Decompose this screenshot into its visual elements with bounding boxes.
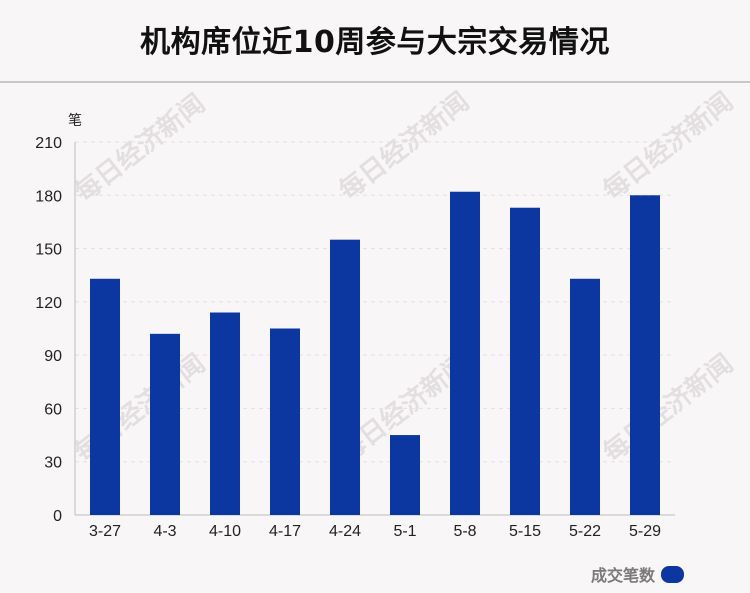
- x-tick-label: 4-10: [209, 523, 241, 540]
- legend-swatch: [661, 565, 684, 583]
- y-tick-label: 180: [35, 188, 62, 205]
- x-tick-label: 4-24: [329, 523, 361, 540]
- x-tick-label: 3-27: [89, 523, 121, 540]
- bar-4-10: [210, 312, 240, 515]
- y-axis-unit: 笔: [68, 113, 82, 129]
- y-tick-label: 30: [44, 455, 62, 472]
- legend: 成交笔数: [591, 562, 684, 586]
- y-tick-label: 0: [53, 508, 62, 525]
- bar-4-17: [270, 328, 300, 515]
- bar-5-29: [630, 195, 660, 516]
- bar-5-22: [570, 278, 600, 515]
- x-tick-label: 4-3: [153, 523, 176, 540]
- bar-chart: 0 30 60 90 120 150 180 210 笔 3-27 4-3 4-10 4-17 4-24 5…: [35, 113, 675, 540]
- x-tick-label: 5-1: [393, 523, 416, 540]
- y-tick-label: 60: [44, 401, 62, 418]
- y-tick-label: 120: [35, 295, 62, 312]
- chart-title: 机构席位近10周参与大宗交易情况: [140, 24, 610, 60]
- x-tick-label: 5-15: [509, 523, 541, 540]
- x-tick-label: 5-22: [569, 523, 601, 540]
- bar-5-1: [390, 435, 420, 515]
- bar-4-24: [330, 239, 360, 515]
- bar-4-3: [150, 333, 180, 515]
- chart-header: 机构席位近10周参与大宗交易情况: [0, 0, 750, 83]
- y-tick-label: 150: [35, 242, 62, 259]
- bar-5-8: [450, 191, 480, 515]
- bar-5-15: [510, 207, 540, 515]
- legend-label: 成交笔数: [590, 566, 655, 585]
- x-tick-label: 5-29: [629, 523, 661, 540]
- bar-3-27: [90, 278, 120, 515]
- y-tick-label: 90: [44, 348, 62, 365]
- y-tick-label: 210: [35, 135, 62, 152]
- x-tick-label: 5-8: [453, 523, 476, 540]
- x-tick-label: 4-17: [269, 523, 301, 540]
